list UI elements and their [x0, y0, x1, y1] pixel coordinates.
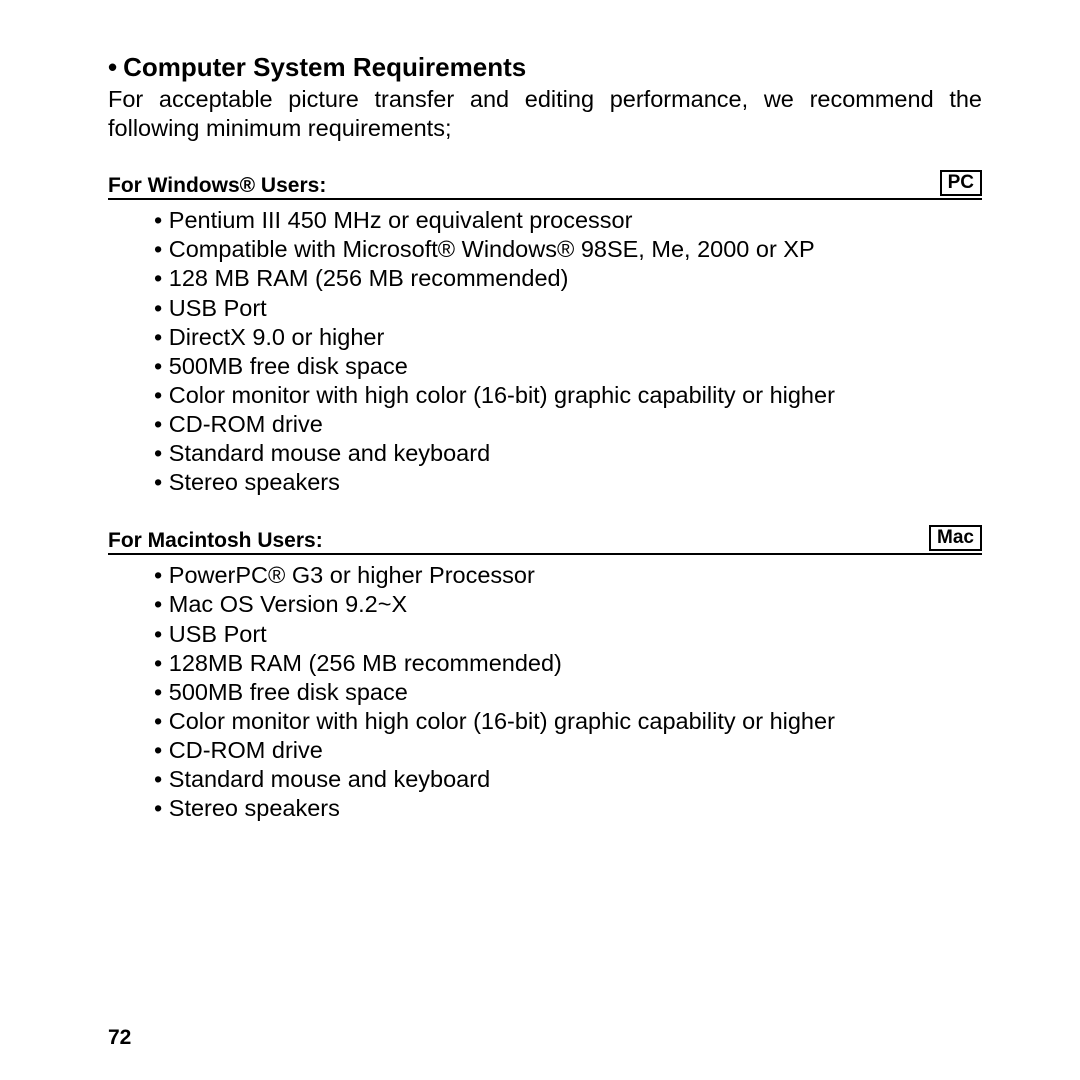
list-item: CD-ROM drive: [154, 410, 982, 439]
list-item: Stereo speakers: [154, 468, 982, 497]
section-macintosh: For Macintosh Users: Mac PowerPC® G3 or …: [108, 525, 982, 823]
section-windows: For Windows® Users: PC Pentium III 450 M…: [108, 170, 982, 497]
bullet-icon: •: [108, 52, 117, 82]
list-item: Mac OS Version 9.2~X: [154, 590, 982, 619]
section-title: For Macintosh Users:: [108, 529, 323, 553]
list-item: Compatible with Microsoft® Windows® 98SE…: [154, 235, 982, 264]
intro-paragraph: For acceptable picture transfer and edit…: [108, 85, 982, 142]
platform-badge-mac: Mac: [929, 525, 982, 551]
list-item: 128MB RAM (256 MB recommended): [154, 649, 982, 678]
list-item: Stereo speakers: [154, 794, 982, 823]
list-item: USB Port: [154, 620, 982, 649]
platform-badge-pc: PC: [940, 170, 982, 196]
requirements-list: PowerPC® G3 or higher Processor Mac OS V…: [108, 561, 982, 823]
list-item: PowerPC® G3 or higher Processor: [154, 561, 982, 590]
list-item: CD-ROM drive: [154, 736, 982, 765]
page-title: •Computer System Requirements: [108, 52, 982, 83]
heading-text: Computer System Requirements: [123, 52, 526, 82]
section-header: For Windows® Users: PC: [108, 170, 982, 200]
footer-gradient: [0, 1024, 1080, 1080]
list-item: Pentium III 450 MHz or equivalent proces…: [154, 206, 982, 235]
list-item: Color monitor with high color (16-bit) g…: [154, 707, 982, 736]
list-item: Standard mouse and keyboard: [154, 439, 982, 468]
document-page: •Computer System Requirements For accept…: [0, 0, 1080, 1080]
section-title: For Windows® Users:: [108, 174, 326, 198]
list-item: Standard mouse and keyboard: [154, 765, 982, 794]
list-item: 500MB free disk space: [154, 678, 982, 707]
requirements-list: Pentium III 450 MHz or equivalent proces…: [108, 206, 982, 497]
list-item: Color monitor with high color (16-bit) g…: [154, 381, 982, 410]
page-number: 72: [108, 1026, 131, 1050]
section-header: For Macintosh Users: Mac: [108, 525, 982, 555]
list-item: 128 MB RAM (256 MB recommended): [154, 264, 982, 293]
list-item: 500MB free disk space: [154, 352, 982, 381]
list-item: DirectX 9.0 or higher: [154, 323, 982, 352]
list-item: USB Port: [154, 294, 982, 323]
